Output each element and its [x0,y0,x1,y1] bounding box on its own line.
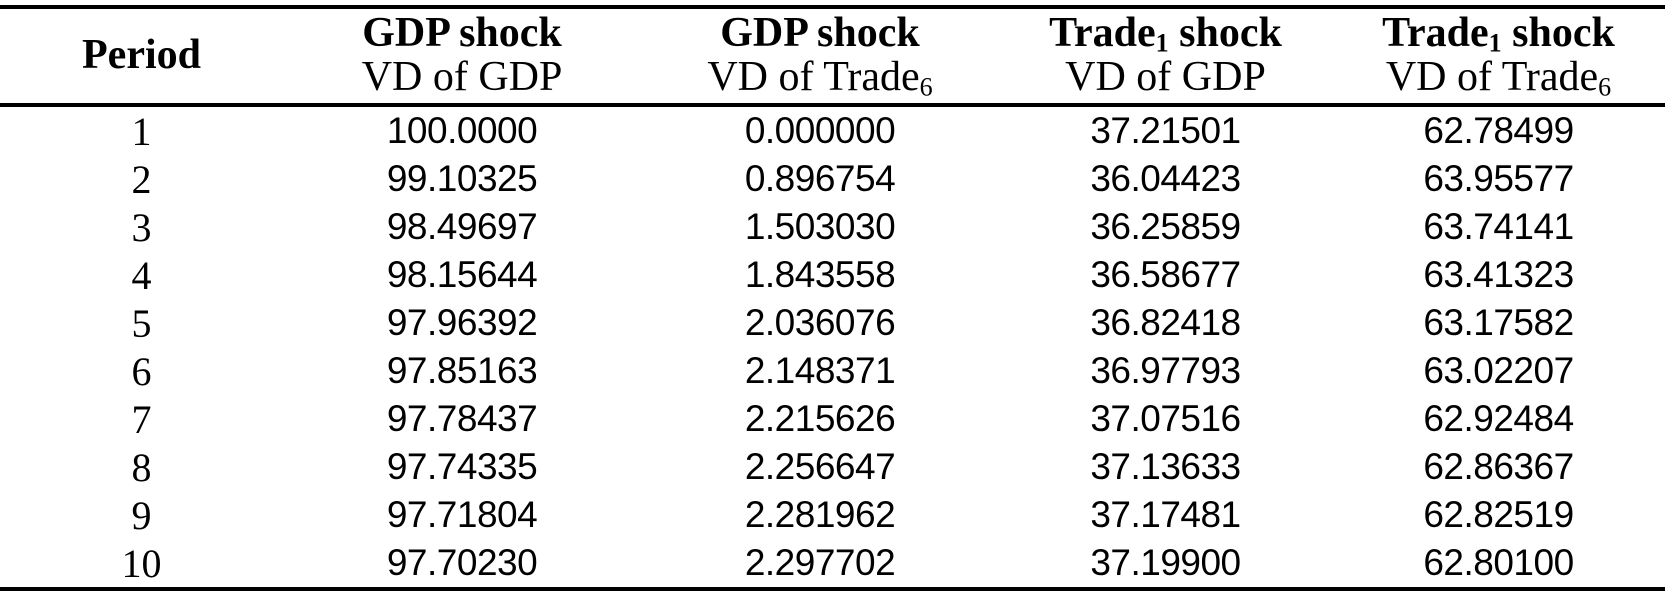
value-cell-gdp-shock-vd-of-trade6: 0.000000 [744,110,896,151]
value-cell-gdp-shock-vd-of-gdp: 98.15644 [386,254,538,295]
table-row: 6 97.85163 2.148371 36.97793 63.02207 [0,347,1665,395]
value-cell-trade1-shock-vd-of-gdp: 37.07516 [1090,398,1241,439]
period-cell: 10 [121,540,162,586]
value-cell-trade1-shock-vd-of-trade6: 63.17582 [1423,302,1574,343]
value-cell-trade1-shock-vd-of-trade6: 63.74141 [1423,206,1574,247]
value-cell-gdp-shock-vd-of-gdp: 100.0000 [386,110,538,151]
value-cell-gdp-shock-vd-of-gdp: 98.49697 [386,206,538,247]
value-cell-trade1-shock-vd-of-gdp: 36.04423 [1090,158,1241,199]
value-cell-gdp-shock-vd-of-gdp: 99.10325 [386,158,538,199]
value-cell-gdp-shock-vd-of-gdp: 97.74335 [386,446,538,487]
period-cell: 9 [131,492,152,538]
value-cell-trade1-shock-vd-of-trade6: 62.86367 [1423,446,1574,487]
period-cell: 2 [131,156,152,202]
subscript: 1 [1155,28,1169,58]
header-row: Period GDP shock VD of GDP GDP shock VD … [0,7,1665,107]
value-cell-gdp-shock-vd-of-gdp: 97.71804 [386,494,538,535]
header-vd-line: VD of GDP [361,54,563,100]
value-cell-gdp-shock-vd-of-trade6: 2.281962 [744,494,896,535]
subscript: 1 [1488,28,1502,58]
value-cell-gdp-shock-vd-of-trade6: 2.256647 [744,446,896,487]
header-vd-line: VD of GDP [1065,54,1266,100]
value-cell-trade1-shock-vd-of-gdp: 37.13633 [1090,446,1241,487]
header-shock-line: Trade1 shock [1049,10,1282,58]
value-cell-gdp-shock-vd-of-gdp: 97.78437 [386,398,538,439]
value-cell-trade1-shock-vd-of-gdp: 36.97793 [1090,350,1241,391]
header-vd-line: VD of Trade6 [1385,54,1612,102]
subscript: 6 [1598,72,1612,102]
period-cell: 6 [131,348,152,394]
period-cell: 1 [131,108,152,154]
col-header-gdp-shock-vd-of-gdp: GDP shock VD of GDP [283,7,642,107]
table-row: 2 99.10325 0.896754 36.04423 63.95577 [0,155,1665,203]
value-cell-trade1-shock-vd-of-gdp: 36.25859 [1090,206,1241,247]
value-cell-gdp-shock-vd-of-trade6: 2.148371 [744,350,896,391]
value-cell-gdp-shock-vd-of-trade6: 2.036076 [744,302,896,343]
value-cell-trade1-shock-vd-of-trade6: 62.78499 [1423,110,1574,151]
table-row: 8 97.74335 2.256647 37.13633 62.86367 [0,443,1665,491]
col-header-period: Period [0,7,284,107]
table-row: 4 98.15644 1.843558 36.58677 63.41323 [0,251,1665,299]
table-body: 1 100.0000 0.000000 37.21501 62.78499 2 … [0,105,1665,589]
value-cell-gdp-shock-vd-of-gdp: 97.85163 [386,350,538,391]
value-cell-trade1-shock-vd-of-gdp: 36.58677 [1090,254,1241,295]
table-row: 10 97.70230 2.297702 37.19900 62.80100 [0,539,1665,589]
table-header: Period GDP shock VD of GDP GDP shock VD … [0,7,1665,107]
value-cell-trade1-shock-vd-of-trade6: 63.95577 [1423,158,1574,199]
value-cell-gdp-shock-vd-of-trade6: 1.843558 [744,254,896,295]
value-cell-trade1-shock-vd-of-gdp: 37.17481 [1090,494,1241,535]
value-cell-trade1-shock-vd-of-gdp: 37.21501 [1090,110,1241,151]
col-header-trade1-shock-vd-of-trade6: Trade1 shock VD of Trade6 [1331,7,1665,107]
col-header-gdp-shock-vd-of-trade6: GDP shock VD of Trade6 [641,7,999,107]
col-header-trade1-shock-vd-of-gdp: Trade1 shock VD of GDP [998,7,1332,107]
value-cell-gdp-shock-vd-of-gdp: 97.96392 [386,302,538,343]
value-cell-trade1-shock-vd-of-gdp: 37.19900 [1090,542,1241,583]
value-cell-trade1-shock-vd-of-trade6: 62.92484 [1423,398,1574,439]
value-cell-gdp-shock-vd-of-trade6: 2.297702 [744,542,896,583]
period-cell: 3 [131,204,152,250]
table-row: 3 98.49697 1.503030 36.25859 63.74141 [0,203,1665,251]
period-cell: 8 [131,444,152,490]
value-cell-gdp-shock-vd-of-trade6: 1.503030 [744,206,896,247]
table-row: 9 97.71804 2.281962 37.17481 62.82519 [0,491,1665,539]
value-cell-trade1-shock-vd-of-trade6: 63.02207 [1423,350,1574,391]
period-header-label: Period [82,32,201,78]
variance-decomposition-table: Period GDP shock VD of GDP GDP shock VD … [0,5,1665,591]
header-vd-line: VD of Trade6 [707,54,933,102]
value-cell-trade1-shock-vd-of-trade6: 62.80100 [1423,542,1574,583]
value-cell-gdp-shock-vd-of-gdp: 97.70230 [386,542,538,583]
subscript: 6 [919,72,933,102]
table-row: 1 100.0000 0.000000 37.21501 62.78499 [0,105,1665,155]
header-shock-line: GDP shock [720,10,920,56]
value-cell-gdp-shock-vd-of-trade6: 0.896754 [744,158,896,199]
header-shock-line: Trade1 shock [1382,10,1615,58]
value-cell-trade1-shock-vd-of-gdp: 36.82418 [1090,302,1241,343]
table-row: 7 97.78437 2.215626 37.07516 62.92484 [0,395,1665,443]
value-cell-gdp-shock-vd-of-trade6: 2.215626 [744,398,896,439]
value-cell-trade1-shock-vd-of-trade6: 62.82519 [1423,494,1574,535]
value-cell-trade1-shock-vd-of-trade6: 63.41323 [1423,254,1574,295]
table-row: 5 97.96392 2.036076 36.82418 63.17582 [0,299,1665,347]
period-cell: 7 [131,396,152,442]
period-cell: 4 [131,252,152,298]
header-shock-line: GDP shock [362,10,562,56]
period-cell: 5 [131,300,152,346]
